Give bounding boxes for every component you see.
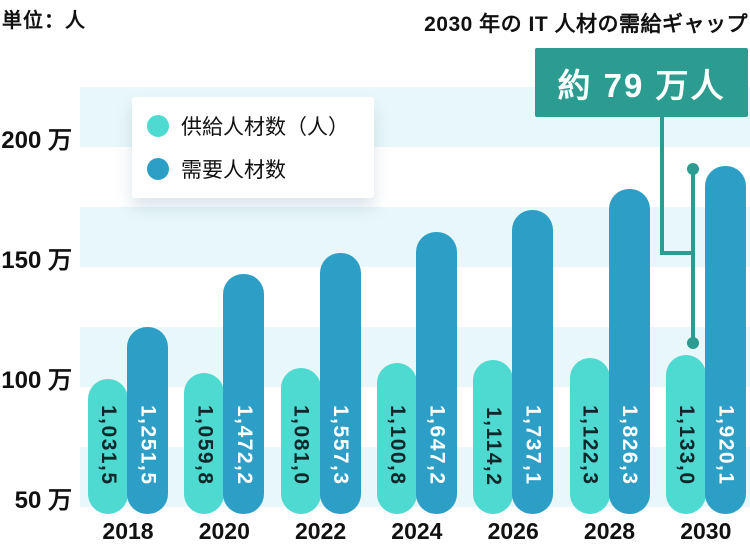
- bar-value-label: 1,100,8: [385, 405, 409, 486]
- supply-bar: 1,133,0: [665, 355, 706, 514]
- demand-bar: 1,737,1: [512, 210, 554, 514]
- year-label: 2018: [102, 518, 154, 544]
- legend: 供給人材数（人） 需要人材数: [132, 97, 374, 198]
- year-label: 2020: [198, 518, 250, 544]
- year-label: 2022: [295, 518, 347, 544]
- legend-label-demand: 需要人材数: [181, 159, 286, 182]
- bar-value-label: 1,059,8: [193, 405, 217, 486]
- unit-label: 単位：人: [2, 10, 86, 32]
- bar-value-label: 1,920,1: [714, 405, 738, 486]
- y-tick-label: 150 万: [1, 247, 72, 274]
- bar-value-label: 1,081,0: [289, 405, 313, 486]
- gap-connector-hline: [660, 251, 695, 255]
- gap-badge: 約 79 万人: [535, 48, 748, 117]
- y-tick-label: 50 万: [14, 487, 72, 514]
- demand-bar: 1,557,3: [319, 253, 361, 514]
- supply-bar: 1,059,8: [184, 372, 225, 514]
- demand-legend-dot-icon: [147, 158, 169, 180]
- legend-item-supply: 供給人材数（人）: [147, 111, 374, 141]
- y-tick-label: 200 万: [1, 127, 72, 154]
- gap-badge-text: 約 79 万人: [557, 66, 726, 104]
- demand-bar: 1,826,3: [608, 188, 650, 514]
- supply-bar: 1,100,8: [376, 362, 417, 514]
- demand-bar: 1,251,5: [127, 326, 168, 514]
- gap-marker-line: [691, 169, 695, 344]
- demand-bar: 1,920,1: [704, 166, 746, 514]
- bar-value-label: 1,472,2: [232, 405, 256, 486]
- supply-bar: 1,114,2: [473, 359, 514, 514]
- y-tick-label: 100 万: [1, 367, 72, 394]
- bar-value-label: 1,114,2: [482, 406, 506, 486]
- supply-bar: 1,031,5: [88, 379, 128, 514]
- bar-value-label: 1,133,0: [674, 405, 698, 486]
- gap-marker-dot-bottom: [687, 337, 699, 350]
- bar-value-label: 1,031,5: [97, 405, 120, 486]
- bar-value-label: 1,122,3: [578, 405, 602, 486]
- year-label: 2026: [487, 518, 539, 544]
- demand-bar: 1,647,2: [415, 231, 457, 514]
- annotation-title: 2030 年の IT 人材の需給ギャップ: [424, 13, 748, 36]
- supply-bar: 1,081,0: [280, 367, 321, 514]
- year-label: 2024: [391, 518, 443, 544]
- legend-label-supply: 供給人材数（人）: [181, 116, 349, 139]
- gap-connector-vline: [660, 117, 664, 255]
- year-label: 2030: [680, 518, 732, 544]
- legend-item-demand: 需要人材数: [147, 154, 374, 184]
- year-label: 2028: [583, 518, 636, 544]
- supply-bar: 1,122,3: [569, 357, 610, 514]
- bar-value-label: 1,826,3: [618, 405, 641, 486]
- bar-value-label: 1,557,3: [329, 405, 353, 486]
- bar-value-label: 1,251,5: [136, 405, 160, 486]
- gap-marker-dot-top: [687, 163, 699, 176]
- demand-bar: 1,472,2: [223, 273, 265, 514]
- bar-value-label: 1,737,1: [521, 405, 545, 486]
- bar-value-label: 1,647,2: [425, 405, 449, 486]
- supply-legend-dot-icon: [147, 115, 169, 137]
